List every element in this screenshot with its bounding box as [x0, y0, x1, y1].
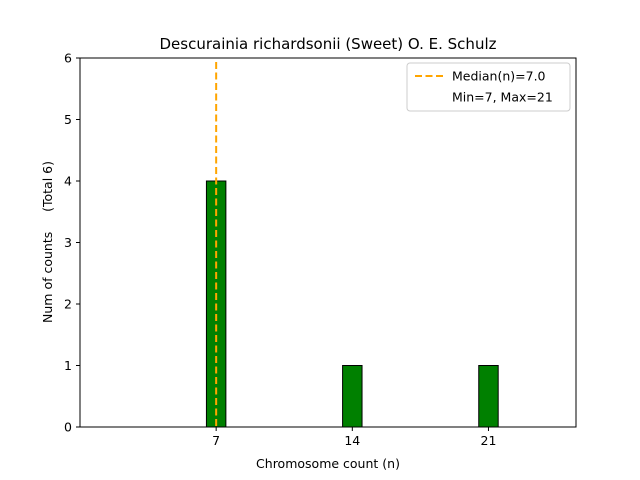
y-tick-label-3: 3 — [64, 235, 72, 250]
y-tick-label-1: 1 — [64, 358, 72, 373]
legend-box — [406, 62, 571, 112]
legend: Median(n)=7.0 Min=7, Max=21 — [406, 62, 571, 112]
y-tick-label-4: 4 — [64, 174, 72, 189]
y-tick-label-0: 0 — [64, 420, 72, 435]
y-axis-label: Num of counts (Total 6) — [40, 161, 55, 323]
bar-21 — [478, 365, 499, 428]
y-tick-label-2: 2 — [64, 297, 72, 312]
legend-entry-0: Median(n)=7.0 — [452, 69, 546, 84]
y-tick-label-5: 5 — [64, 112, 72, 127]
x-tick-label-14: 14 — [344, 433, 360, 448]
legend-entry-1: Min=7, Max=21 — [452, 90, 553, 105]
axes-frame — [79, 57, 577, 428]
x-tick-label-21: 21 — [481, 433, 497, 448]
y-tick-label-6: 6 — [64, 51, 72, 66]
x-axis-label: Chromosome count (n) — [256, 456, 400, 471]
bar-14 — [342, 365, 363, 428]
x-tick-label-7: 7 — [212, 433, 220, 448]
plot-area: 7 14 21 0 1 2 3 4 5 6 — [64, 51, 577, 448]
chart-title: Descurainia richardsonii (Sweet) O. E. S… — [160, 35, 497, 53]
